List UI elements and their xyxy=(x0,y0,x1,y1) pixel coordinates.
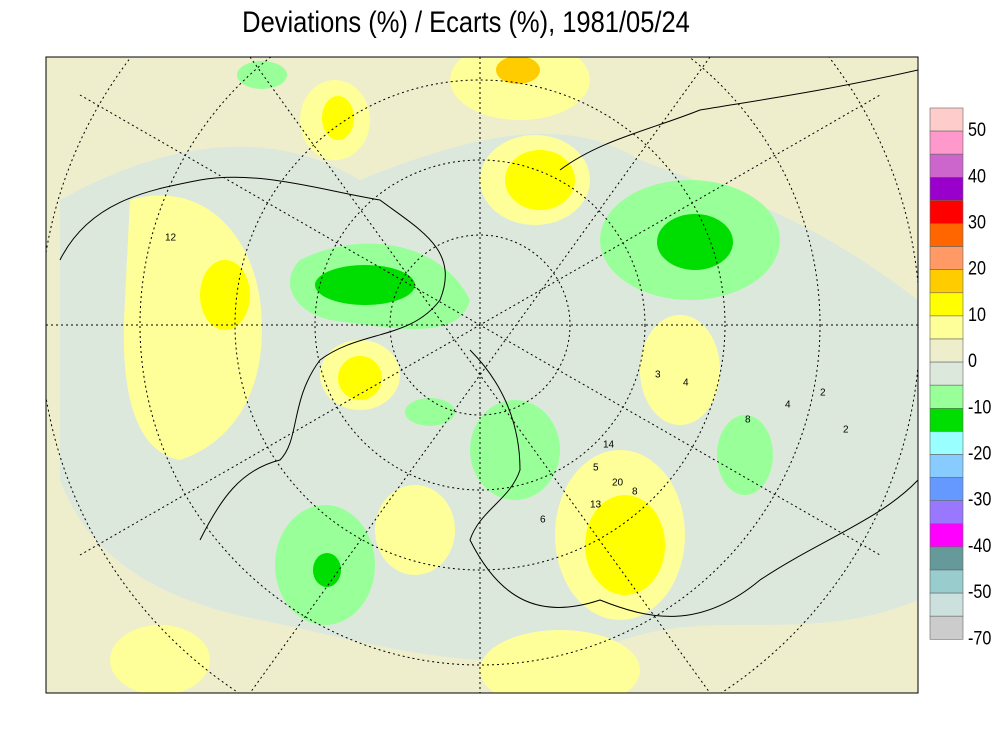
legend-label: 10 xyxy=(968,304,986,326)
map-frame xyxy=(45,56,919,694)
contour-label: 2 xyxy=(820,388,826,399)
contour-labels: 12 3 4 4 8 2 2 14 5 20 13 8 6 xyxy=(165,233,849,526)
contour-label: 14 xyxy=(603,440,615,451)
contour-label: 20 xyxy=(612,478,624,489)
contour-label: 8 xyxy=(745,415,751,426)
title: Deviations (%) / Ecarts (%), 1981/05/24 xyxy=(242,5,690,38)
contour-label: 4 xyxy=(785,400,791,411)
contour-label: 12 xyxy=(165,233,177,244)
legend-swatch xyxy=(929,338,964,363)
contour-label: 4 xyxy=(683,378,689,389)
contour-label: 8 xyxy=(632,487,638,498)
legend-swatch xyxy=(929,454,964,478)
legend-label: -30 xyxy=(968,488,992,510)
legend-swatch xyxy=(929,523,964,548)
legend-label: -50 xyxy=(968,581,992,603)
contour-label: 6 xyxy=(540,515,546,526)
legend-swatch xyxy=(929,615,964,640)
legend-swatch xyxy=(929,407,964,432)
legend-swatch xyxy=(929,546,964,571)
legend-swatch xyxy=(929,246,964,271)
legend-swatch xyxy=(929,153,964,178)
contour-label: 5 xyxy=(593,463,599,474)
legend-label: 0 xyxy=(968,350,977,372)
legend-label: 50 xyxy=(968,119,986,141)
legend-label: 30 xyxy=(968,211,986,233)
contour-label: 2 xyxy=(843,425,849,436)
legend-swatch xyxy=(929,477,964,502)
legend-label: 40 xyxy=(968,165,986,187)
legend-swatch xyxy=(929,130,964,155)
legend-swatch xyxy=(929,200,964,224)
legend-label: -70 xyxy=(968,627,992,649)
legend-label: -10 xyxy=(968,396,992,418)
legend-swatch xyxy=(929,269,964,294)
legend-swatch xyxy=(929,292,964,317)
legend-label: -20 xyxy=(968,442,992,464)
legend-swatch xyxy=(929,177,964,201)
legend-swatch xyxy=(929,500,964,525)
legend-swatch xyxy=(929,223,964,247)
legend-swatch xyxy=(929,315,964,340)
contour-label: 3 xyxy=(655,370,661,381)
legend-swatch xyxy=(929,384,964,409)
legend-swatch xyxy=(929,592,964,617)
legend-label: -40 xyxy=(968,535,992,557)
legend-swatch xyxy=(929,107,964,132)
contour-label: 13 xyxy=(590,500,602,511)
map xyxy=(46,57,918,693)
legend-swatch xyxy=(929,569,964,594)
legend: 50 40 30 20 10 0 -10 -20 -30 -40 -50 -70 xyxy=(929,107,992,649)
legend-swatch xyxy=(929,431,964,455)
legend-label: 20 xyxy=(968,257,986,279)
legend-swatch xyxy=(929,361,964,386)
